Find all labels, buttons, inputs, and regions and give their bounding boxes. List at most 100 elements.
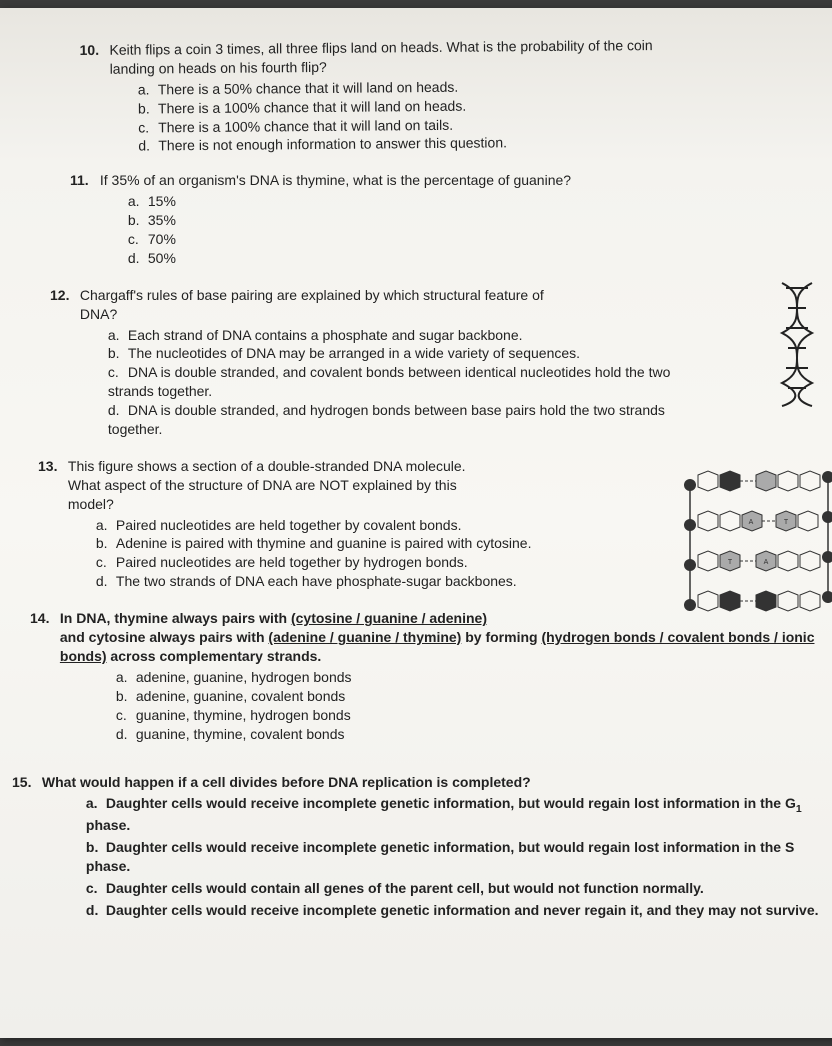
- option-letter: d.: [138, 137, 158, 156]
- option-letter: d.: [128, 249, 148, 268]
- worksheet-page: 10. Keith flips a coin 3 times, all thre…: [0, 8, 832, 1038]
- option-letter: a.: [108, 326, 128, 345]
- question-body: Keith flips a coin 3 times, all three fl…: [109, 35, 828, 157]
- option-text: 15%: [148, 193, 176, 209]
- option: b.adenine, guanine, covalent bonds: [116, 687, 828, 706]
- prompt-line: This figure shows a section of a double-…: [68, 458, 466, 474]
- option-text: Each strand of DNA contains a phosphate …: [128, 327, 523, 343]
- option: a.Each strand of DNA contains a phosphat…: [108, 326, 680, 345]
- options-list: a.adenine, guanine, hydrogen bonds b.ade…: [60, 668, 828, 744]
- option-text: Daughter cells would receive incomplete …: [86, 839, 794, 874]
- option: d.50%: [128, 249, 828, 268]
- option: a.15%: [128, 192, 828, 211]
- option-letter: d.: [116, 725, 136, 744]
- option-letter: b.: [96, 534, 116, 553]
- question-prompt: This figure shows a section of a double-…: [68, 457, 594, 514]
- svg-text:A: A: [749, 519, 754, 526]
- option: a.Paired nucleotides are held together b…: [96, 516, 594, 535]
- options-list: a.Each strand of DNA contains a phosphat…: [80, 326, 680, 439]
- option-text: guanine, thymine, hydrogen bonds: [136, 707, 351, 723]
- option-letter: c.: [116, 706, 136, 725]
- svg-text:T: T: [784, 519, 789, 526]
- question-number: 14.: [30, 609, 56, 628]
- question-12: 12. Chargaff's rules of base pairing are…: [30, 286, 830, 439]
- prompt-line: landing on heads on his fourth flip?: [110, 59, 327, 77]
- option: b.35%: [128, 211, 828, 230]
- question-body: In DNA, thymine always pairs with (cytos…: [60, 609, 828, 743]
- question-14: 14. In DNA, thymine always pairs with (c…: [30, 609, 830, 743]
- option: b.Daughter cells would receive incomplet…: [86, 838, 828, 876]
- question-body: Chargaff's rules of base pairing are exp…: [80, 286, 680, 439]
- question-number: 10.: [80, 41, 106, 60]
- question-number: 13.: [38, 457, 64, 476]
- option: d.DNA is double stranded, and hydrogen b…: [108, 401, 680, 439]
- option-text: DNA is double stranded, and covalent bon…: [108, 364, 670, 399]
- option: d.The two strands of DNA each have phosp…: [96, 572, 594, 591]
- question-number: 12.: [50, 286, 76, 305]
- question-prompt: If 35% of an organism's DNA is thymine, …: [100, 171, 828, 190]
- prompt-line: Chargaff's rules of base pairing are exp…: [80, 287, 544, 303]
- option-letter: d.: [86, 901, 106, 920]
- dna-coil-figure: [774, 278, 820, 413]
- option: c.DNA is double stranded, and covalent b…: [108, 363, 680, 401]
- question-prompt: Chargaff's rules of base pairing are exp…: [80, 286, 680, 324]
- option: a.Daughter cells would receive incomplet…: [86, 794, 828, 835]
- option-letter: d.: [108, 401, 128, 420]
- question-body: What would happen if a cell divides befo…: [42, 773, 828, 922]
- question-15: 15. What would happen if a cell divides …: [12, 773, 830, 922]
- option-letter: c.: [138, 118, 158, 137]
- option-text: The two strands of DNA each have phospha…: [116, 573, 517, 589]
- option-letter: a.: [96, 516, 116, 535]
- option-letter: a.: [128, 192, 148, 211]
- question-number: 11.: [70, 171, 96, 190]
- option-text: Paired nucleotides are held together by …: [116, 517, 462, 533]
- question-10: 10. Keith flips a coin 3 times, all thre…: [30, 35, 831, 157]
- option: c.Daughter cells would contain all genes…: [86, 879, 828, 898]
- option-letter: d.: [96, 572, 116, 591]
- option-letter: a.: [116, 668, 136, 687]
- option-letter: a.: [138, 80, 158, 99]
- option: c.Paired nucleotides are held together b…: [96, 553, 594, 572]
- option-text: DNA is double stranded, and hydrogen bon…: [108, 402, 665, 437]
- option-text: There is not enough information to answe…: [158, 135, 507, 154]
- option-text: Adenine is paired with thymine and guani…: [116, 535, 532, 551]
- option-text: There is a 50% chance that it will land …: [158, 79, 459, 98]
- question-prompt: Keith flips a coin 3 times, all three fl…: [109, 35, 827, 79]
- svg-text:T: T: [728, 559, 733, 566]
- option-text: There is a 100% chance that it will land…: [158, 116, 453, 135]
- option-letter: b.: [138, 99, 158, 118]
- option-text: 50%: [148, 250, 176, 266]
- option-letter: b.: [86, 838, 106, 857]
- option-letter: b.: [108, 344, 128, 363]
- option-letter: c.: [128, 230, 148, 249]
- svg-text:A: A: [764, 559, 769, 566]
- option-text: 70%: [148, 231, 176, 247]
- question-body: This figure shows a section of a double-…: [68, 457, 594, 591]
- prompt-line: Keith flips a coin 3 times, all three fl…: [109, 37, 652, 58]
- option-letter: c.: [96, 553, 116, 572]
- option: d.Daughter cells would receive incomplet…: [86, 901, 828, 920]
- option-text: Daughter cells would contain all genes o…: [106, 880, 704, 896]
- question-prompt: What would happen if a cell divides befo…: [42, 773, 828, 792]
- option-letter: b.: [116, 687, 136, 706]
- option-text: 35%: [148, 212, 176, 228]
- option-letter: c.: [86, 879, 106, 898]
- options-list: a.15% b.35% c.70% d.50%: [100, 192, 828, 268]
- question-number: 15.: [12, 773, 38, 792]
- question-body: If 35% of an organism's DNA is thymine, …: [100, 171, 828, 267]
- option-text: There is a 100% chance that it will land…: [158, 97, 466, 116]
- option: a.adenine, guanine, hydrogen bonds: [116, 668, 828, 687]
- option: c.70%: [128, 230, 828, 249]
- prompt-line: What aspect of the structure of DNA are …: [68, 477, 457, 493]
- option-text: Daughter cells would receive incomplete …: [106, 902, 819, 918]
- question-13: 13. This figure shows a section of a dou…: [30, 457, 830, 591]
- option-text: adenine, guanine, covalent bonds: [136, 688, 345, 704]
- prompt-line: DNA?: [80, 306, 117, 322]
- question-prompt: In DNA, thymine always pairs with (cytos…: [60, 609, 828, 666]
- option-text: Paired nucleotides are held together by …: [116, 554, 468, 570]
- option-letter: b.: [128, 211, 148, 230]
- option-text: adenine, guanine, hydrogen bonds: [136, 669, 352, 685]
- option: d.guanine, thymine, covalent bonds: [116, 725, 828, 744]
- option: b.Adenine is paired with thymine and gua…: [96, 534, 594, 553]
- prompt-line: model?: [68, 496, 114, 512]
